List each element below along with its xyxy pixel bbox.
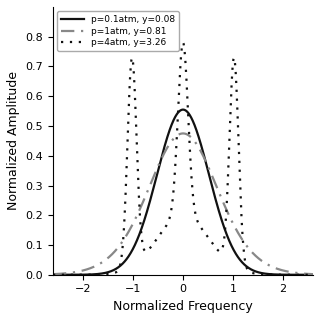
X-axis label: Normalized Frequency: Normalized Frequency xyxy=(113,300,253,313)
Y-axis label: Normalized Amplitude: Normalized Amplitude xyxy=(7,71,20,210)
Legend: p=0.1atm, y=0.08, p=1atm, y=0.81, p=4atm, y=3.26: p=0.1atm, y=0.08, p=1atm, y=0.81, p=4atm… xyxy=(58,12,179,51)
